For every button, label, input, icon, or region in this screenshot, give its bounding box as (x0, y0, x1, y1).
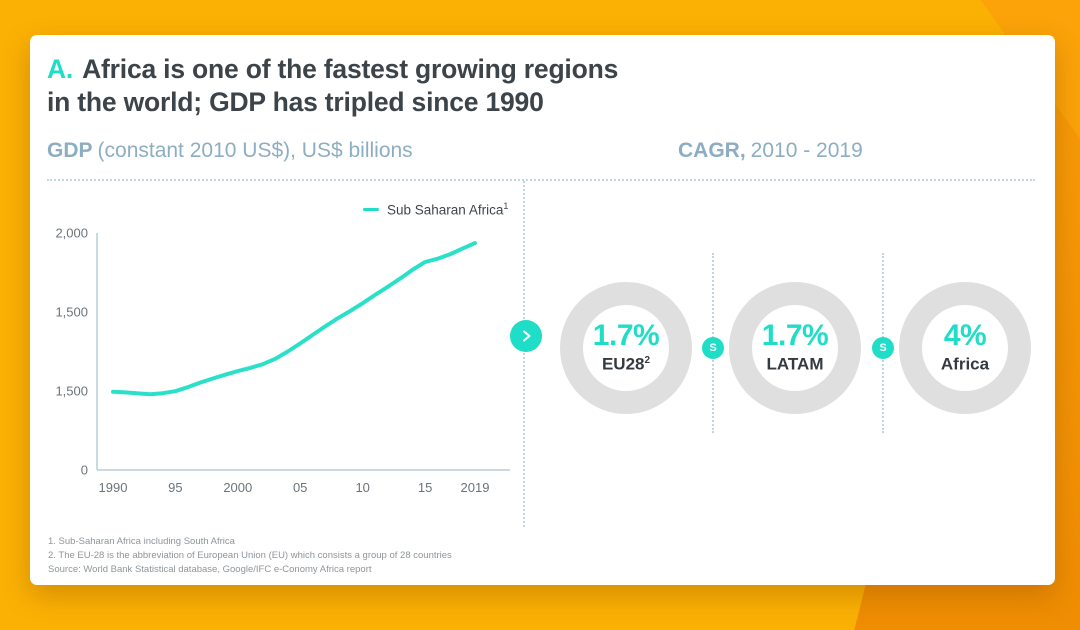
legend-superscript: 1 (503, 201, 509, 211)
cagr-stat-latam: 1.7% LATAM (729, 282, 861, 414)
footnote-line: 1. Sub-Saharan Africa including South Af… (48, 536, 235, 547)
cagr-heading-rest: 2010 - 2019 (750, 139, 863, 162)
slide-title-line1: A. Africa is one of the fastest growing r… (47, 54, 619, 84)
x-tick-labels: 1990 95 2000 05 10 15 2019 (99, 480, 490, 495)
footnote-line: 2. The EU-28 is the abbreviation of Euro… (48, 550, 452, 561)
y-tick-label: 1,500 (55, 384, 88, 399)
cagr-value: 4% (943, 319, 987, 353)
cagr-section-heading: CAGR, 2010 - 2019 (678, 139, 863, 163)
gdp-line-chart: 2,000 1,500 1,500 0 1990 95 2000 05 10 15 2019 (55, 226, 510, 495)
chevron-right-icon (510, 320, 542, 352)
slide-title: A. Africa is one of the fastest growing r… (47, 53, 727, 119)
cagr-label: Africa (940, 354, 990, 374)
gdp-section-heading: GDP (constant 2010 US$), US$ billions (47, 139, 413, 163)
x-tick-label: 05 (293, 480, 307, 495)
slide-title-letter: A. (47, 54, 74, 84)
x-tick-label: 10 (355, 480, 369, 495)
y-tick-labels: 2,000 1,500 1,500 0 (55, 226, 88, 478)
cagr-value: 1.7% (761, 319, 829, 353)
section-divider-dotted (523, 181, 525, 527)
x-tick-label: 15 (418, 480, 432, 495)
label-superscript: 2 (644, 355, 651, 367)
legend-line-swatch (363, 207, 379, 211)
gdp-heading-rest: (constant 2010 US$), US$ billions (97, 139, 413, 162)
vs-badge-icon: S (872, 337, 894, 359)
heading-divider-dotted (47, 179, 1035, 181)
cagr-label: EU282 (601, 354, 651, 374)
gdp-line (111, 241, 477, 397)
y-tick-label: 0 (81, 463, 88, 478)
x-tick-label: 95 (168, 480, 182, 495)
slide-title-line2: in the world; GDP has tripled since 1990 (47, 87, 544, 117)
footnote-line: Source: World Bank Statistical database,… (48, 564, 372, 575)
gdp-heading-bold: GDP (47, 139, 93, 162)
cagr-stat-eu28: 1.7% EU282 (560, 282, 692, 414)
x-tick-label: 1990 (99, 480, 128, 495)
cagr-heading-bold: CAGR, (678, 139, 746, 162)
y-tick-label: 1,500 (55, 305, 88, 320)
x-tick-label: 2019 (461, 480, 490, 495)
legend-label: Sub Saharan Africa1 (387, 201, 509, 218)
cagr-value: 1.7% (592, 319, 660, 353)
footnotes: 1. Sub-Saharan Africa including South Af… (48, 535, 452, 577)
chart-legend: Sub Saharan Africa1 (363, 201, 508, 218)
x-tick-label: 2000 (223, 480, 252, 495)
vs-badge-icon: S (702, 337, 724, 359)
cagr-label: LATAM (766, 354, 824, 374)
slide-card: A. Africa is one of the fastest growing r… (30, 35, 1055, 585)
y-tick-label: 2,000 (55, 226, 88, 241)
cagr-stat-africa: 4% Africa (899, 282, 1031, 414)
